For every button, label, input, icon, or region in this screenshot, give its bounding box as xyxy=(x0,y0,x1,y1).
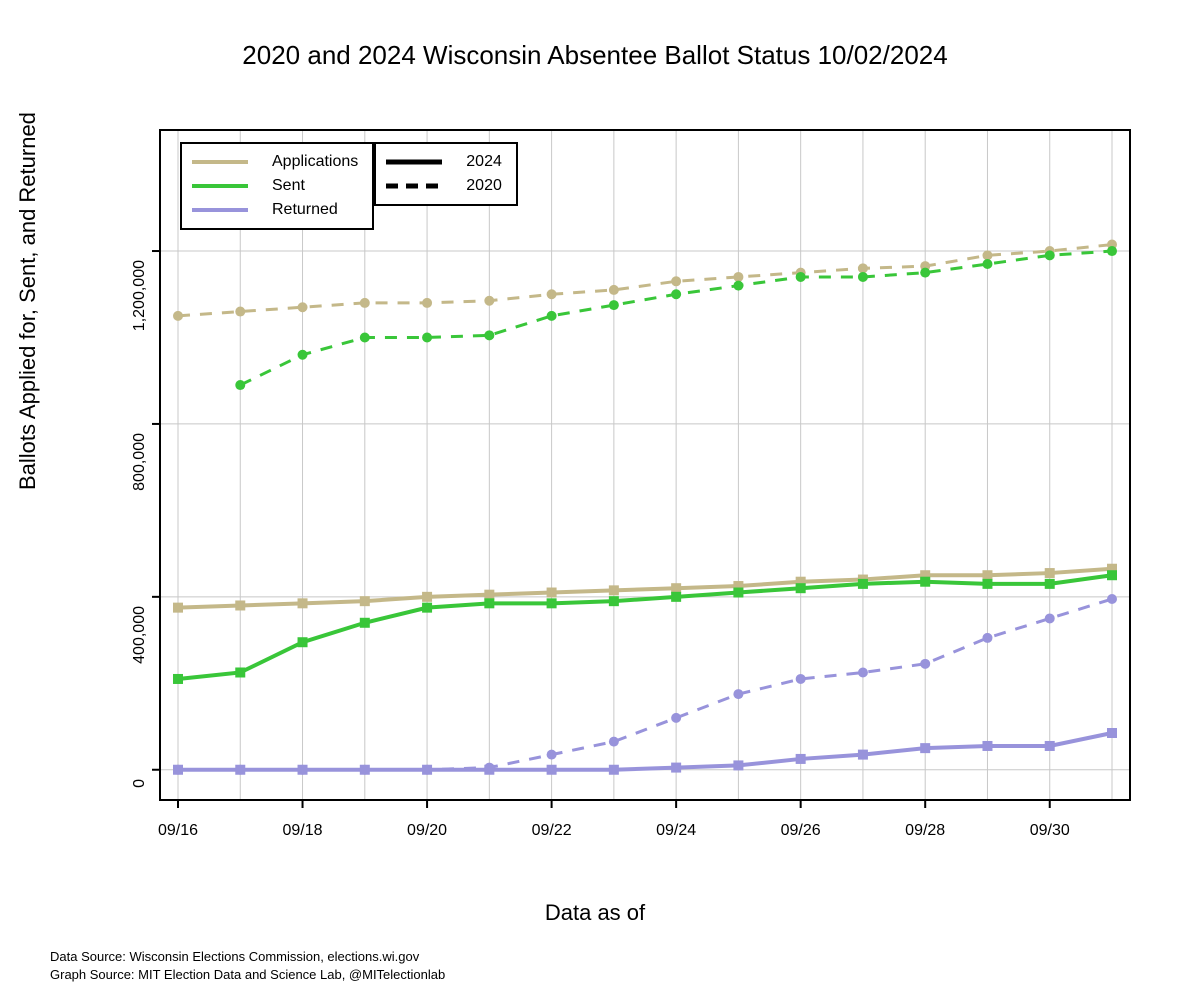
legend-item: Returned xyxy=(192,198,358,222)
legend-item: 2020 xyxy=(386,174,502,198)
y-tick-label: 800,000 xyxy=(131,433,149,491)
y-axis-label: Ballots Applied for, Sent, and Returned xyxy=(15,112,41,490)
legend-label: 2024 xyxy=(466,153,502,171)
legend-year: 2024 2020 xyxy=(374,142,518,206)
chart-container: 2020 and 2024 Wisconsin Absentee Ballot … xyxy=(0,0,1190,1000)
plot-area xyxy=(160,130,1130,800)
footnote-data-source: Data Source: Wisconsin Elections Commiss… xyxy=(50,948,419,966)
legend-label: Sent xyxy=(272,177,305,195)
legend-label: Applications xyxy=(272,153,358,171)
chart-title: 2020 and 2024 Wisconsin Absentee Ballot … xyxy=(0,40,1190,71)
x-tick-label: 09/22 xyxy=(532,822,572,840)
x-tick-label: 09/18 xyxy=(283,822,323,840)
y-tick-label: 1,200,000 xyxy=(131,260,149,331)
legend-item: 2024 xyxy=(386,150,502,174)
x-tick-label: 09/20 xyxy=(407,822,447,840)
legend-label: Returned xyxy=(272,201,338,219)
legend-label: 2020 xyxy=(466,177,502,195)
legend-item: Applications xyxy=(192,150,358,174)
legend-item: Sent xyxy=(192,174,358,198)
y-tick-label: 0 xyxy=(131,779,149,788)
y-tick-label: 400,000 xyxy=(131,606,149,664)
x-tick-label: 09/24 xyxy=(656,822,696,840)
x-tick-label: 09/28 xyxy=(905,822,945,840)
x-tick-label: 09/30 xyxy=(1030,822,1070,840)
footnote-graph-source: Graph Source: MIT Election Data and Scie… xyxy=(50,966,445,984)
legend-series: Applications Sent Returned xyxy=(180,142,374,230)
x-tick-label: 09/26 xyxy=(781,822,821,840)
x-axis-label: Data as of xyxy=(0,900,1190,926)
x-tick-label: 09/16 xyxy=(158,822,198,840)
